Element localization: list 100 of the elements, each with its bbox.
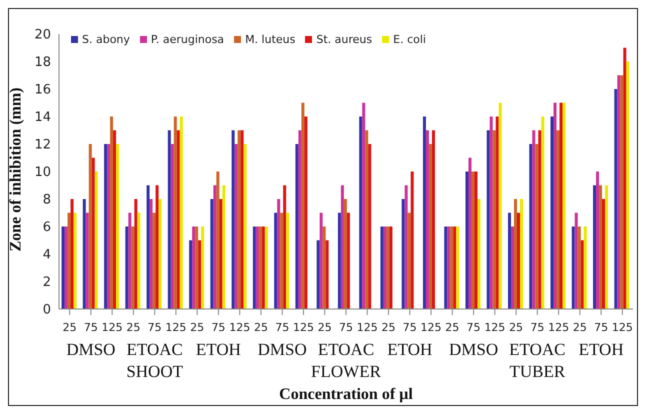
bar: [264, 226, 268, 309]
y-tick-label: 12: [34, 138, 51, 153]
text: FLOWER: [311, 362, 382, 381]
bar: [301, 102, 304, 309]
bar: [426, 130, 429, 309]
x-tick-label: 25: [254, 321, 268, 334]
y-tick-label: 16: [34, 82, 51, 98]
bar: [471, 172, 474, 309]
bar: [234, 144, 238, 309]
x-tick-label: 125: [420, 321, 442, 334]
bar: [232, 130, 235, 309]
bar: [195, 226, 198, 309]
text: ETOH: [387, 340, 432, 359]
bar: [623, 48, 626, 309]
bar: [113, 130, 116, 309]
x-tick-label: 125: [165, 321, 186, 334]
bar: [408, 212, 411, 309]
bar: [572, 226, 575, 309]
bar: [514, 199, 517, 309]
bar: [477, 199, 480, 309]
bar: [538, 130, 542, 309]
bar: [359, 116, 362, 309]
bar: [346, 212, 350, 309]
bar: [150, 199, 153, 309]
x-tick-label: 75: [402, 321, 417, 334]
text: ETOH: [578, 340, 624, 359]
x-tick-label: 75: [275, 321, 290, 334]
bar: [62, 226, 65, 309]
y-tick-label: 2: [42, 275, 51, 290]
bar: [180, 116, 183, 309]
x-tick-label: 125: [102, 321, 123, 334]
bar: [447, 226, 450, 309]
text: SHOOT: [126, 362, 184, 381]
bar: [617, 75, 620, 309]
text: ETOAC: [318, 340, 374, 359]
bar: [238, 130, 241, 309]
bar: [453, 226, 456, 309]
bar: [580, 240, 584, 309]
bar: [326, 240, 329, 309]
bar: [498, 102, 502, 309]
y-tick-label: 18: [34, 55, 51, 70]
bar: [170, 144, 174, 309]
bar: [444, 226, 448, 309]
bar: [192, 226, 196, 309]
bar: [593, 185, 596, 309]
bar: [158, 199, 162, 309]
bar: [262, 226, 265, 309]
x-tick-label: 25: [190, 321, 204, 334]
bar: [596, 172, 600, 309]
x-tick-label: 75: [211, 321, 226, 334]
bar: [344, 199, 347, 309]
bar: [94, 172, 98, 309]
bar: [68, 212, 71, 309]
x-tick-label: 125: [292, 321, 314, 334]
y-tick-label: 6: [42, 220, 51, 236]
legend-label: P. aeruginosa: [150, 33, 224, 46]
x-tick-label: 75: [339, 321, 353, 334]
bar: [450, 226, 454, 309]
y-axis-title: Zone of inhibition (mm): [8, 87, 25, 252]
bar: [280, 212, 284, 309]
x-tick-label: 25: [572, 321, 587, 334]
bar: [550, 116, 554, 309]
x-tick-label: 75: [530, 321, 544, 334]
bar: [152, 212, 156, 309]
x-tick-label: 125: [548, 321, 570, 334]
bar: [222, 185, 226, 309]
bar: [283, 185, 286, 309]
bar: [258, 226, 262, 309]
x-tick-label: 25: [318, 321, 332, 334]
bar: [432, 130, 435, 309]
bar: [492, 130, 496, 309]
bar: [599, 185, 602, 309]
bar: [465, 172, 468, 309]
bar: [574, 212, 578, 309]
bar: [490, 116, 493, 309]
bar: [256, 226, 259, 309]
bar: [131, 226, 134, 309]
bar: [320, 212, 323, 309]
bar: [626, 62, 630, 309]
bar: [541, 116, 544, 309]
x-tick-label: 25: [126, 321, 140, 334]
bar: [554, 102, 557, 309]
bar: [404, 185, 408, 309]
bar: [125, 226, 128, 309]
bar: [389, 226, 392, 309]
x-tick-label: 25: [382, 321, 396, 334]
bar: [252, 226, 256, 309]
bar: [496, 116, 499, 309]
bar: [298, 130, 302, 309]
bar: [176, 130, 180, 309]
bar: [428, 144, 432, 309]
text: DMSO: [258, 340, 307, 359]
x-tick-label: 25: [509, 321, 524, 334]
bar: [486, 130, 490, 309]
bar: [584, 226, 587, 309]
bar: [562, 102, 566, 309]
bar: [510, 226, 514, 309]
bar: [365, 130, 368, 309]
bar: [156, 185, 159, 309]
bar: [168, 130, 171, 309]
